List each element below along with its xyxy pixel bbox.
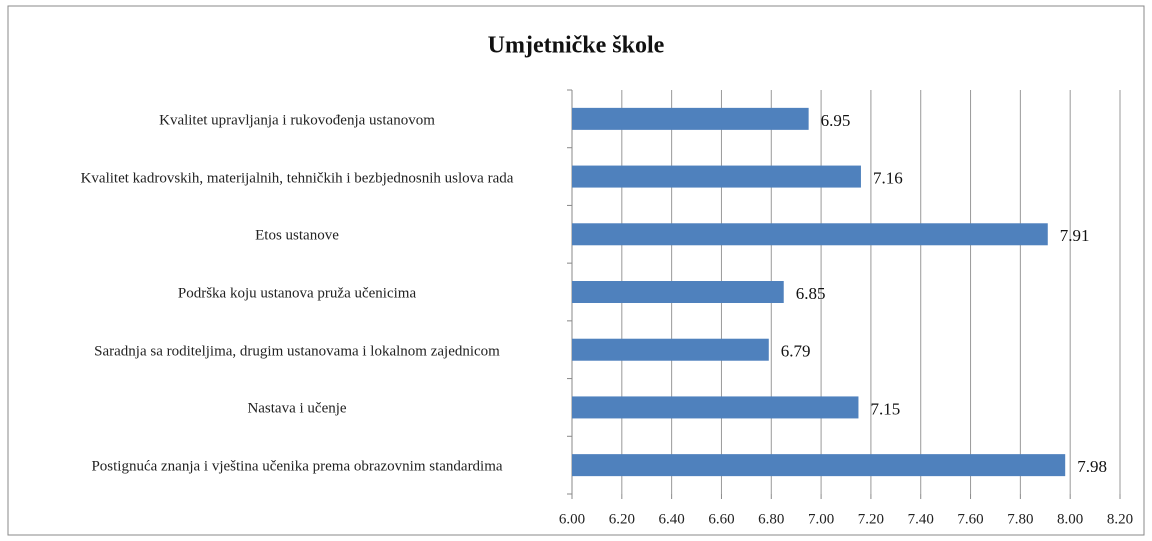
bar: [572, 454, 1066, 477]
x-tick-label: 7.80: [1007, 511, 1033, 527]
y-tick-label: Podrška koju ustanova pruža učenicima: [177, 285, 417, 302]
data-label: 6.95: [821, 111, 851, 130]
data-label: 7.16: [873, 168, 903, 187]
y-tick-label: Postignuća znanja i vještina učenika pre…: [91, 458, 503, 475]
y-tick-label: Nastava i učenje: [247, 400, 347, 417]
x-tick-label: 7.40: [908, 511, 934, 527]
data-label: 7.91: [1060, 226, 1090, 245]
x-tick-label: 6.20: [609, 511, 635, 527]
chart-border: [7, 5, 1145, 536]
x-tick-label: 6.40: [659, 511, 685, 527]
bar: [572, 223, 1048, 246]
y-tick-label: Saradnja sa roditeljima, drugim ustanova…: [94, 343, 500, 360]
x-tick-label: 7.60: [957, 511, 983, 527]
data-label: 6.85: [796, 284, 826, 303]
data-label: 7.98: [1077, 457, 1107, 476]
data-label: 6.79: [781, 342, 811, 361]
chart-title: Umjetničke škole: [488, 33, 665, 59]
x-tick-label: 6.80: [758, 511, 784, 527]
x-tick-label: 7.20: [858, 511, 884, 527]
bar: [572, 107, 809, 130]
y-tick-label: Kvalitet upravljanja i rukovođenja ustan…: [159, 112, 435, 129]
x-tick-label: 6.60: [708, 511, 734, 527]
x-tick-label: 6.00: [559, 511, 585, 527]
data-label: 7.15: [870, 399, 900, 418]
bar: [572, 281, 784, 303]
x-tick-label: 7.00: [808, 511, 834, 527]
y-tick-label: Etos ustanove: [255, 227, 339, 244]
bar: [572, 338, 769, 361]
bar: [572, 165, 861, 188]
x-tick-label: 8.00: [1057, 511, 1083, 527]
x-tick-label: 8.20: [1107, 511, 1133, 527]
bar: [572, 396, 859, 419]
y-tick-label: Kvalitet kadrovskih, materijalnih, tehni…: [80, 170, 514, 187]
